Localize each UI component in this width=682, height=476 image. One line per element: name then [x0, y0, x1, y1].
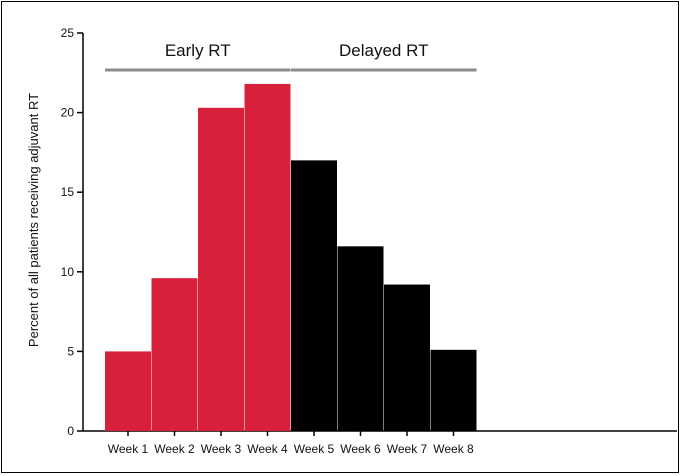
x-tick-label: Week 7 [387, 442, 428, 456]
bar-week-8 [430, 349, 477, 431]
y-tick-label: 5 [67, 344, 74, 358]
bar-week-1 [105, 351, 151, 431]
group-brackets: Early RT Delayed RT [105, 41, 477, 72]
bars [105, 83, 477, 432]
bar-week-6 [337, 246, 384, 431]
x-tick-label: Week 2 [154, 442, 195, 456]
y-tick-label: 20 [61, 106, 75, 120]
x-tick-label: Week 3 [201, 442, 242, 456]
bar-week-7 [384, 284, 430, 431]
x-axis: Week 1 Week 2 Week 3 Week 4 Week 5 Week 6 Week… [83, 430, 677, 456]
bar-week-2 [151, 278, 198, 431]
x-tick-label: Week 4 [247, 442, 288, 456]
y-tick-label: 25 [61, 26, 75, 40]
y-tick-label: 10 [61, 265, 75, 279]
x-tick-label: Week 8 [433, 442, 474, 456]
group-label: Early RT [165, 41, 231, 60]
y-axis: 0 5 10 15 20 25 [61, 26, 84, 438]
bar-week-5 [291, 160, 337, 432]
x-tick-label: Week 5 [294, 442, 335, 456]
bar-week-4 [244, 83, 291, 431]
x-tick-label: Week 6 [340, 442, 381, 456]
bar-week-3 [198, 107, 244, 431]
group-label: Delayed RT [339, 41, 428, 60]
y-tick-label: 15 [61, 185, 75, 199]
y-axis-title: Percent of all patients receiving adjuva… [26, 93, 41, 347]
x-tick-label: Week 1 [108, 442, 149, 456]
y-tick-label: 0 [67, 424, 74, 438]
